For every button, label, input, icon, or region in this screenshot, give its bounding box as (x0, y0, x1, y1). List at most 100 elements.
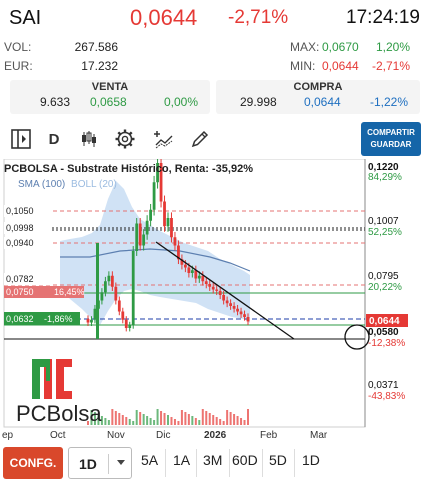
candle-body (183, 264, 187, 268)
venta-qty: 9.633 (40, 95, 71, 109)
volume-bar (219, 419, 222, 425)
volume-bar (111, 409, 114, 425)
raxis-0644: 0,0644 (369, 316, 400, 327)
share-save-button[interactable]: COMPARTIR GUARDAR (361, 122, 421, 156)
raxis-0795: 0,0795 (368, 271, 399, 282)
candle-body (124, 319, 128, 328)
range-5d[interactable]: 5D (269, 452, 287, 468)
tag-0998: 0,0998 (6, 223, 34, 233)
volume-bar (194, 418, 197, 425)
candle-body (187, 267, 191, 273)
venta-pct: 0,00% (163, 95, 198, 109)
period-button[interactable]: D (48, 130, 60, 148)
candle-body (138, 223, 142, 246)
volume-bar (104, 418, 107, 425)
volume-bar (173, 419, 176, 425)
volume-bar (139, 412, 142, 425)
volume-bar (163, 413, 166, 425)
range-5a[interactable]: 5A (141, 452, 159, 468)
target-circle-marker[interactable] (344, 324, 370, 350)
chevron-down-icon[interactable] (117, 460, 125, 465)
compra-title: COMPRA (293, 81, 343, 93)
tag-0632-pct: -1,86% (44, 314, 73, 324)
bollinger-band (60, 181, 250, 325)
volume-bar (229, 412, 232, 425)
config-button[interactable]: CONFG. (3, 447, 63, 479)
interval-select[interactable]: 1D (68, 447, 132, 479)
volume-bar (212, 415, 215, 425)
save-label: GUARDAR (370, 140, 412, 149)
gear-icon[interactable] (113, 126, 137, 152)
xtick-sep: ep (2, 430, 14, 441)
trend-line[interactable] (155, 241, 295, 340)
raxis-0371-pct: -43,83% (368, 391, 405, 402)
venta-title: VENTA (91, 81, 129, 93)
share-label: COMPARTIR (367, 128, 415, 137)
volume-bar (135, 410, 138, 425)
volume-bar (90, 410, 93, 425)
candle-body (86, 318, 90, 323)
range-60d[interactable]: 60D (232, 452, 258, 468)
chart-canvas[interactable]: PCBolsa 0,1050 0,0998 0,0940 0,0782 0,07… (0, 159, 430, 441)
raxis-1007-pct: 52,25% (368, 227, 402, 238)
volume-bar (201, 409, 204, 425)
raxis-1220-pct: 84,29% (368, 172, 402, 183)
volume-bar (142, 414, 145, 425)
chart-title: PCBOLSA - Substrate Histórico, Renta: -3… (4, 163, 253, 175)
compra-pct: -1,22% (369, 95, 408, 109)
xtick-oct: Oct (50, 430, 66, 441)
quote-stats: VOL: 267.586 EUR: 17.232 MAX: 0,0670 1,2… (0, 38, 430, 78)
range-sep (262, 449, 263, 477)
chart-toolbar: D COMPARTIR GUARDAR (0, 118, 430, 158)
range-sep (196, 449, 197, 477)
range-1a[interactable]: 1A (173, 452, 191, 468)
candle-body (225, 300, 229, 304)
price-chart[interactable]: PCBolsa 0,1050 0,0998 0,0940 0,0782 0,07… (0, 159, 430, 441)
logo-text: PCBolsa (16, 401, 102, 426)
candle-body (204, 281, 208, 284)
volume-bar (226, 410, 229, 425)
candle-body (90, 319, 93, 323)
candle-body (239, 311, 243, 315)
candle-body (142, 234, 146, 246)
volume-bar (208, 413, 211, 425)
raxis-1220: 0,1220 (368, 162, 399, 173)
range-3m[interactable]: 3M (203, 452, 223, 468)
candle-body (215, 289, 219, 291)
tag-0750: 0,0750 (6, 287, 34, 297)
candle-body (152, 182, 156, 210)
candle-body (218, 290, 222, 295)
pencil-icon[interactable] (188, 126, 212, 152)
candle-body (208, 284, 212, 287)
breakout-candle (96, 243, 99, 339)
candle-body (103, 281, 107, 293)
price-change: -2,71% (228, 7, 289, 28)
candle-body (117, 300, 121, 312)
candle-body (243, 314, 246, 317)
max-value: 0,0670 (322, 40, 359, 54)
candlestick-icon[interactable] (78, 126, 100, 152)
tag-0998-bg (4, 222, 50, 234)
volume-bar (187, 414, 190, 425)
tag-0750-pct: 16,45% (54, 287, 85, 297)
range-1d[interactable]: 1D (302, 452, 320, 468)
tag-0750-bg (4, 286, 84, 298)
vol-value: 267.586 (74, 40, 118, 54)
volume-bar (222, 421, 225, 425)
raxis-0644-bg (366, 314, 408, 327)
panel-toggle-icon[interactable] (8, 126, 34, 152)
indicator-add-icon[interactable] (152, 126, 176, 152)
eur-label: EUR: (4, 59, 33, 73)
volume-bar (146, 416, 149, 425)
candle-body (177, 245, 180, 260)
tag-0782: 0,0782 (6, 274, 34, 284)
range-sep (229, 449, 230, 477)
candle-body (149, 209, 153, 221)
candle-body (145, 220, 149, 235)
candle-body (159, 163, 163, 202)
xtick-mar: Mar (310, 430, 328, 441)
compra-qty: 29.998 (240, 95, 277, 109)
xtick-nov: Nov (107, 430, 125, 441)
candle-body (211, 286, 215, 290)
volume-bar (100, 416, 103, 425)
